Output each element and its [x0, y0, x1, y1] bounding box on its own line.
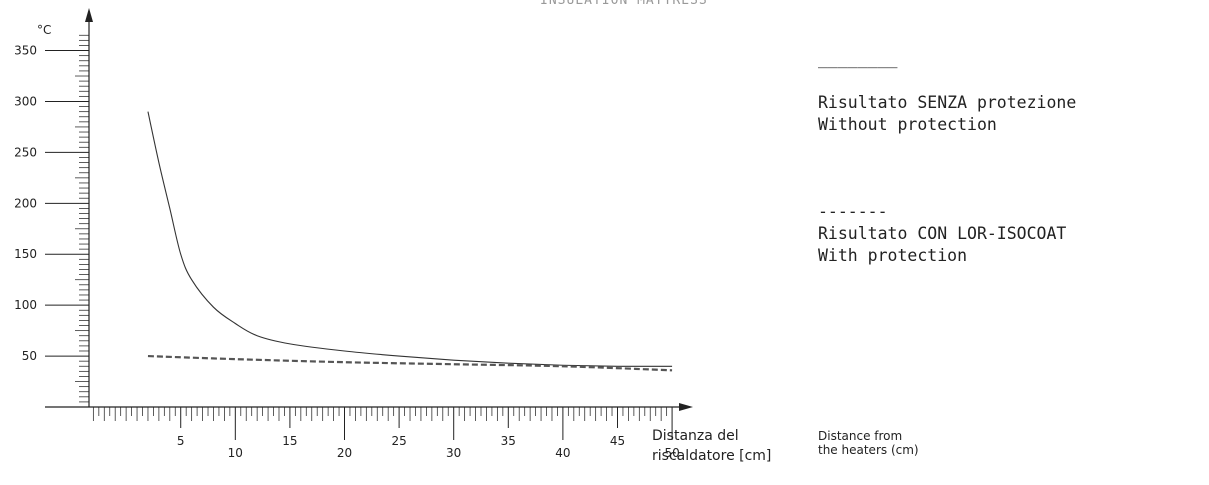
x-axis-title-it-line2: riscaldatore [cm] — [652, 448, 772, 464]
x-tick-label: 20 — [337, 446, 352, 460]
x-tick-label: 40 — [555, 446, 570, 460]
legend-spacer — [818, 70, 1076, 92]
x-axis-arrow — [679, 403, 693, 411]
legend-dashed: ------- Risultato CON LOR-ISOCOAT With p… — [818, 201, 1066, 267]
x-axis-title-english: Distance from the heaters (cm) — [818, 429, 919, 457]
legend-dashed-marker: ------- — [818, 202, 888, 221]
legend-solid-marker: ________ — [818, 49, 898, 68]
y-tick-label: 350 — [14, 44, 37, 58]
x-tick-label: 50 — [664, 446, 679, 460]
x-tick-label: 45 — [610, 434, 625, 448]
x-tick-label: 10 — [228, 446, 243, 460]
legend-dashed-label-en: With protection — [818, 246, 968, 265]
y-axis-major-ticks: 50 100 150 200 250 300 350 — [14, 44, 89, 363]
x-tick-label: 25 — [391, 434, 406, 448]
x-tick-label: 30 — [446, 446, 461, 460]
y-tick-label: 250 — [14, 145, 37, 159]
y-tick-label: 150 — [14, 247, 37, 261]
x-tick-label: 5 — [177, 434, 185, 448]
y-tick-label: 100 — [14, 298, 37, 312]
y-axis-arrow — [85, 8, 93, 22]
y-tick-label: 300 — [14, 94, 37, 108]
x-axis-title-en-line2: the heaters (cm) — [818, 443, 919, 457]
y-tick-label: 50 — [22, 349, 37, 363]
series-with-protection-line — [147, 354, 673, 372]
x-tick-label: 15 — [282, 434, 297, 448]
y-axis-unit-label: °C — [37, 23, 51, 37]
x-axis-title-en-line1: Distance from — [818, 429, 903, 443]
temperature-chart: 50 100 150 200 250 300 350 5 10 15 20 25 30 35 40 45 50… — [14, 8, 693, 460]
x-axis-major-ticks: 5 10 15 20 25 30 35 40 45 50 — [177, 407, 680, 460]
legend-solid: ________ Risultato SENZA protezione With… — [818, 48, 1076, 136]
y-tick-label: 200 — [14, 196, 37, 210]
x-axis-title-italian: Distanza del riscaldatore [cm] — [652, 426, 771, 466]
y-axis-minor-ticks — [75, 34, 89, 403]
x-axis-minor-ticks — [92, 407, 668, 421]
x-tick-label: 35 — [501, 434, 516, 448]
legend-solid-label-it: Risultato SENZA protezione — [818, 93, 1077, 112]
legend-solid-label-en: Without protection — [818, 115, 997, 134]
series-without-protection-line — [147, 111, 673, 367]
top-title: INSULATION MATTRESS — [540, 0, 708, 8]
series-layer — [147, 111, 673, 372]
legend-dashed-label-it: Risultato CON LOR-ISOCOAT — [818, 224, 1067, 243]
x-axis-title-it-line1: Distanza del — [652, 428, 739, 444]
